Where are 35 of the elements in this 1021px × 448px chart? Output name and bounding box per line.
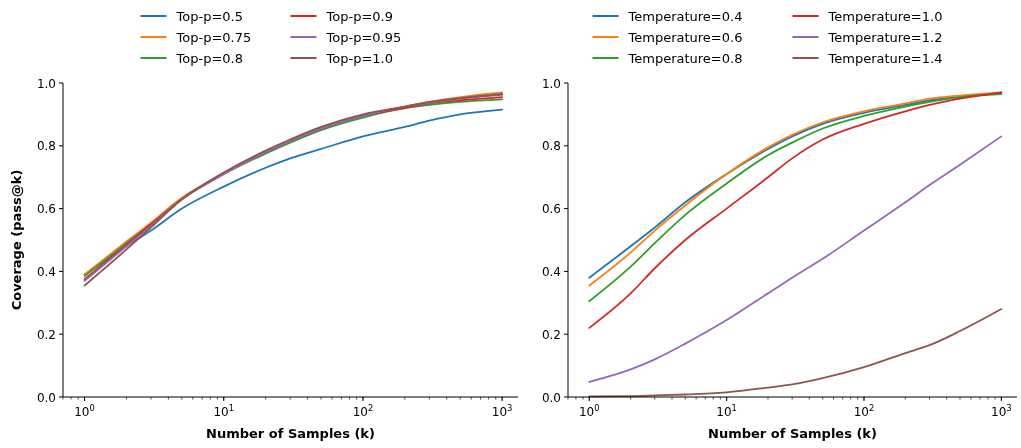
x-tick-label: 10$^{1}$ — [213, 403, 235, 419]
y-tick-label: 0.6 — [541, 202, 561, 217]
y-tick-label: 0.8 — [541, 139, 561, 154]
y-tick-label: 1.0 — [36, 76, 56, 91]
x-tick-label: 10$^{3}$ — [991, 403, 1012, 419]
x-tick-label: 10$^{0}$ — [578, 403, 600, 419]
legend-label: Top-p=1.0 — [325, 50, 393, 66]
y-tick-label: 0.8 — [36, 139, 56, 154]
x-tick-label: 10$^{2}$ — [352, 403, 374, 419]
y-tick-label: 0.0 — [541, 390, 561, 405]
legend-label: Temperature=1.0 — [827, 8, 943, 24]
legend-label: Temperature=0.8 — [627, 50, 743, 66]
y-tick-label: 0.4 — [36, 264, 56, 279]
legend-label: Temperature=1.4 — [827, 50, 943, 66]
x-tick-label: 10$^{1}$ — [716, 403, 737, 419]
y-axis-title: Coverage (pass@k) — [9, 169, 24, 311]
y-tick-label: 0.2 — [36, 327, 56, 342]
legend-label: Top-p=0.9 — [325, 8, 393, 24]
x-axis-title: Number of Samples (k) — [708, 426, 877, 441]
x-tick-label: 10$^{2}$ — [853, 403, 875, 419]
legend-label: Temperature=0.4 — [627, 8, 743, 24]
legend-label: Top-p=0.75 — [175, 29, 252, 45]
legend-label: Temperature=0.6 — [627, 29, 743, 45]
legend-label: Top-p=0.5 — [175, 8, 243, 24]
x-tick-label: 10$^{3}$ — [491, 403, 513, 419]
legend-label: Top-p=0.95 — [325, 29, 402, 45]
y-tick-label: 0.0 — [36, 390, 56, 405]
x-tick-label: 10$^{0}$ — [74, 403, 95, 419]
legend-label: Temperature=1.2 — [827, 29, 943, 45]
y-tick-label: 1.0 — [541, 76, 561, 91]
y-tick-label: 0.6 — [36, 202, 56, 217]
x-axis-title: Number of Samples (k) — [206, 426, 375, 441]
y-tick-label: 0.4 — [541, 264, 561, 279]
y-tick-label: 0.2 — [541, 327, 561, 342]
legend-label: Top-p=0.8 — [175, 50, 243, 66]
